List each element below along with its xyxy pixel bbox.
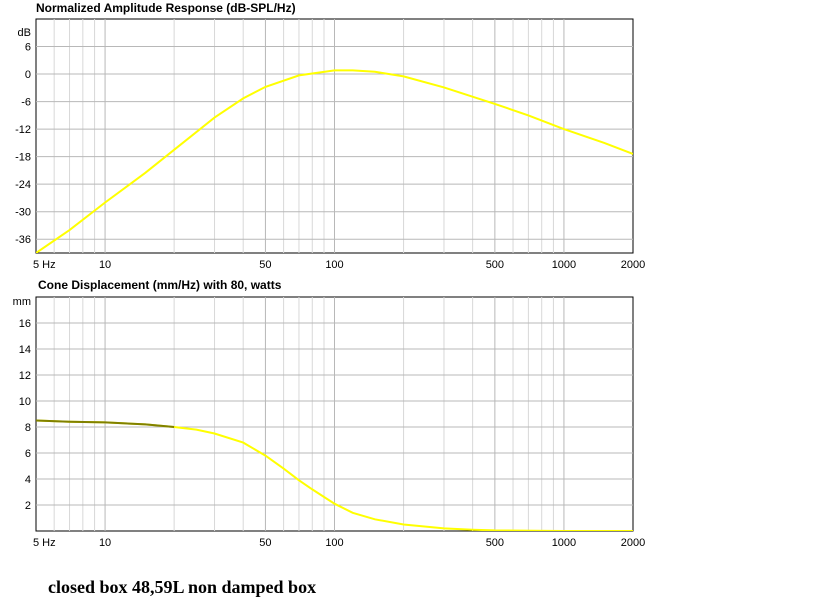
x-tick-label: 50 <box>259 259 271 271</box>
y-tick-label: 2 <box>25 500 31 512</box>
y-tick-label: -30 <box>15 207 31 219</box>
x-tick-label: 100 <box>325 537 343 549</box>
y-tick-label: 6 <box>25 42 31 54</box>
chart-title: Cone Displacement (mm/Hz) with 80, watts <box>38 278 282 292</box>
grid <box>36 19 633 253</box>
amplitude-response-chart: Normalized Amplitude Response (dB-SPL/Hz… <box>15 1 645 271</box>
y-tick-label: -6 <box>21 97 31 109</box>
y-tick-label: -12 <box>15 124 31 136</box>
y-tick-labels: 16 14 12 10 8 6 4 2 <box>19 318 31 512</box>
x-tick-label: 1000 <box>552 259 576 271</box>
series-line <box>36 69 633 253</box>
series-line-low-segment <box>36 419 175 428</box>
y-tick-label: 14 <box>19 344 31 356</box>
chart-title: Normalized Amplitude Response (dB-SPL/Hz… <box>36 1 296 15</box>
y-tick-labels: 6 0 -6 -12 -18 -24 -30 -36 <box>15 42 31 247</box>
y-tick-label: 6 <box>25 448 31 460</box>
y-tick-label: 0 <box>25 69 31 81</box>
x-tick-label: 50 <box>259 537 271 549</box>
y-tick-label: 16 <box>19 318 31 330</box>
y-unit-label: dB <box>18 27 31 39</box>
y-unit-label: mm <box>13 296 31 308</box>
grid <box>36 297 633 531</box>
y-tick-label: 10 <box>19 396 31 408</box>
y-tick-label: -24 <box>15 179 31 191</box>
x-tick-label: 1000 <box>552 537 576 549</box>
x-tick-label: 500 <box>486 537 504 549</box>
cone-displacement-chart: Cone Displacement (mm/Hz) with 80, watts… <box>13 278 646 549</box>
series-lines <box>36 419 633 531</box>
x-tick-labels: 5 Hz 10 50 100 500 1000 2000 <box>33 259 645 271</box>
x-tick-label: 5 Hz <box>33 537 56 549</box>
x-tick-label: 2000 <box>621 537 645 549</box>
x-tick-label: 10 <box>99 259 111 271</box>
y-tick-label: 12 <box>19 370 31 382</box>
x-tick-label: 10 <box>99 537 111 549</box>
y-tick-label: 8 <box>25 422 31 434</box>
x-tick-label: 2000 <box>621 259 645 271</box>
x-tick-labels: 5 Hz 10 50 100 500 1000 2000 <box>33 537 645 549</box>
series-lines <box>36 69 633 253</box>
caption: closed box 48,59L non damped box <box>48 577 316 597</box>
x-tick-label: 100 <box>325 259 343 271</box>
x-tick-label: 500 <box>486 259 504 271</box>
y-tick-label: 4 <box>25 474 31 486</box>
y-tick-label: -36 <box>15 234 31 246</box>
x-tick-label: 5 Hz <box>33 259 56 271</box>
y-tick-label: -18 <box>15 152 31 164</box>
